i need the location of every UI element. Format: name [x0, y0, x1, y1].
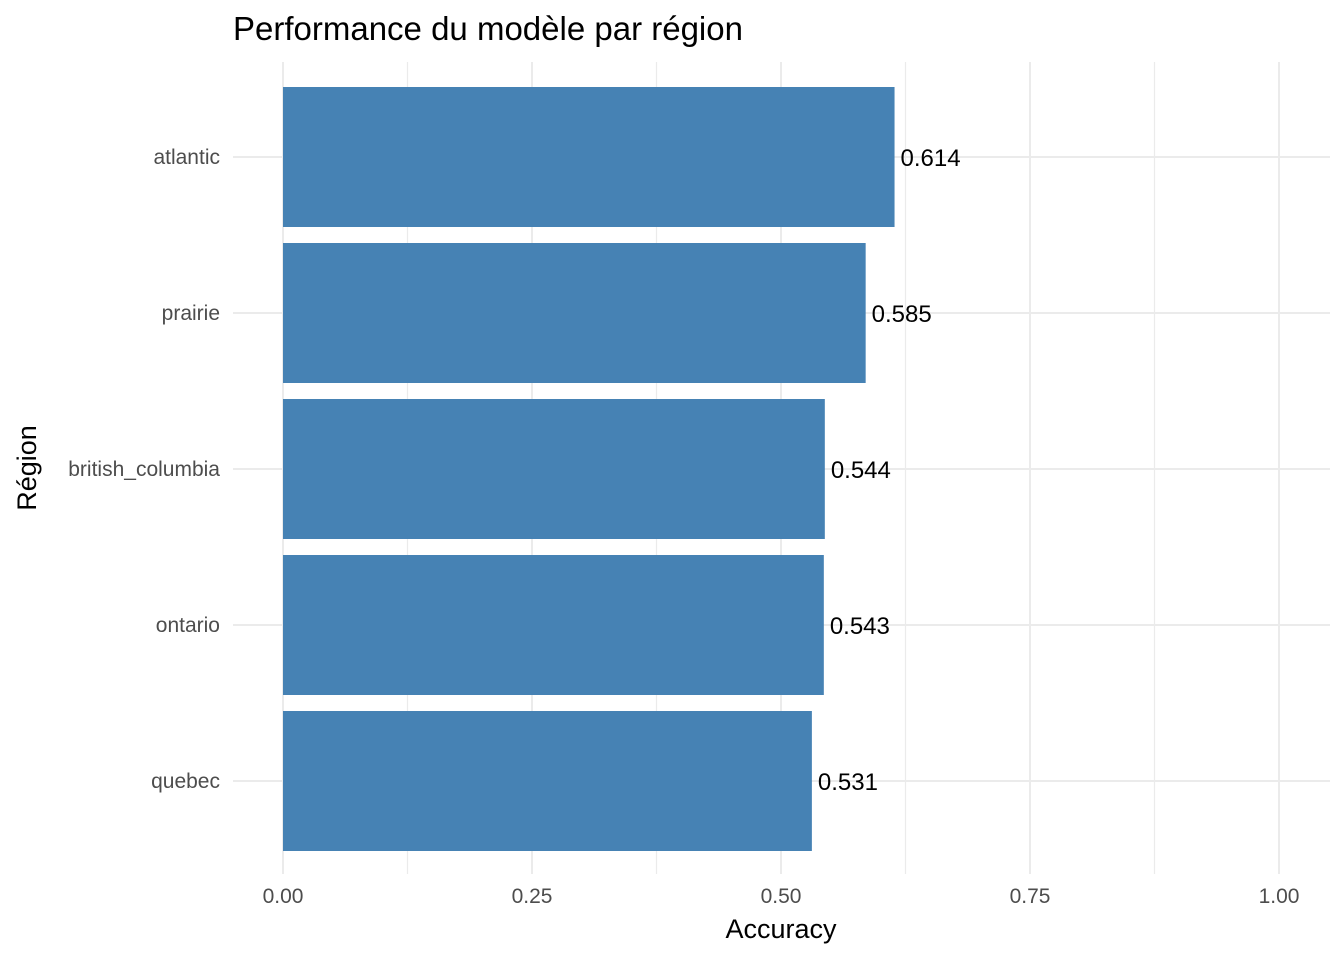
bars: [283, 87, 895, 851]
data-label-ontario: 0.543: [830, 613, 890, 640]
chart-title: Performance du modèle par région: [233, 10, 743, 47]
x-axis-ticks: 0.00 0.25 0.50 0.75 1.00: [263, 885, 1300, 908]
x-tick-label: 0.00: [263, 885, 304, 908]
bar-atlantic: [283, 87, 895, 227]
bar-ontario: [283, 555, 824, 695]
x-axis-title: Accuracy: [725, 914, 837, 944]
y-tick-label-prairie: prairie: [162, 302, 220, 325]
bar-prairie: [283, 243, 866, 383]
bar-british_columbia: [283, 399, 825, 539]
y-tick-label-british_columbia: british_columbia: [68, 458, 220, 481]
y-tick-label-quebec: quebec: [151, 770, 220, 793]
data-label-atlantic: 0.614: [901, 145, 961, 172]
x-tick-label: 1.00: [1259, 885, 1300, 908]
data-label-prairie: 0.585: [872, 301, 932, 328]
y-axis-title: Région: [12, 425, 42, 511]
x-tick-label: 0.25: [512, 885, 553, 908]
data-label-quebec: 0.531: [818, 769, 878, 796]
x-tick-label: 0.75: [1010, 885, 1051, 908]
data-labels: 0.614 0.585 0.544 0.543 0.531: [818, 145, 961, 796]
data-label-british_columbia: 0.544: [831, 457, 891, 484]
x-tick-label: 0.50: [761, 885, 802, 908]
y-tick-label-ontario: ontario: [156, 614, 220, 637]
y-tick-label-atlantic: atlantic: [153, 146, 220, 169]
bar-quebec: [283, 711, 812, 851]
